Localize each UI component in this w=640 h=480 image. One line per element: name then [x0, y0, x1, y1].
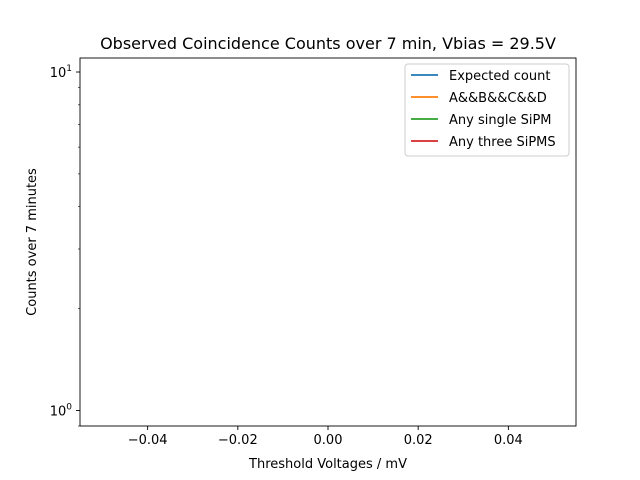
x-tick-label: −0.04 — [128, 433, 168, 448]
legend-label: Any three SiPMS — [449, 135, 556, 150]
chart-title: Observed Coincidence Counts over 7 min, … — [100, 34, 556, 53]
x-tick-label: −0.02 — [218, 433, 258, 448]
legend-label: Expected count — [449, 69, 550, 84]
x-tick-label: 0.02 — [404, 433, 433, 448]
x-axis-label: Threshold Voltages / mV — [248, 457, 407, 472]
y-axis-label: Counts over 7 minutes — [25, 168, 40, 316]
legend-label: Any single SiPM — [449, 113, 552, 128]
y-tick-label: 100 — [50, 403, 73, 420]
x-tick-label: 0.00 — [314, 433, 343, 448]
legend-label: A&&B&&C&&D — [449, 91, 547, 106]
x-tick-label: 0.04 — [494, 433, 523, 448]
legend-box — [404, 63, 570, 157]
legend: Expected count A&&B&&C&&D Any single SiPM A… — [404, 63, 570, 157]
y-axis: 100 101 — [50, 64, 80, 427]
y-tick-label: 101 — [50, 64, 72, 81]
x-axis: −0.04 −0.02 0.00 0.02 0.04 — [128, 426, 523, 448]
